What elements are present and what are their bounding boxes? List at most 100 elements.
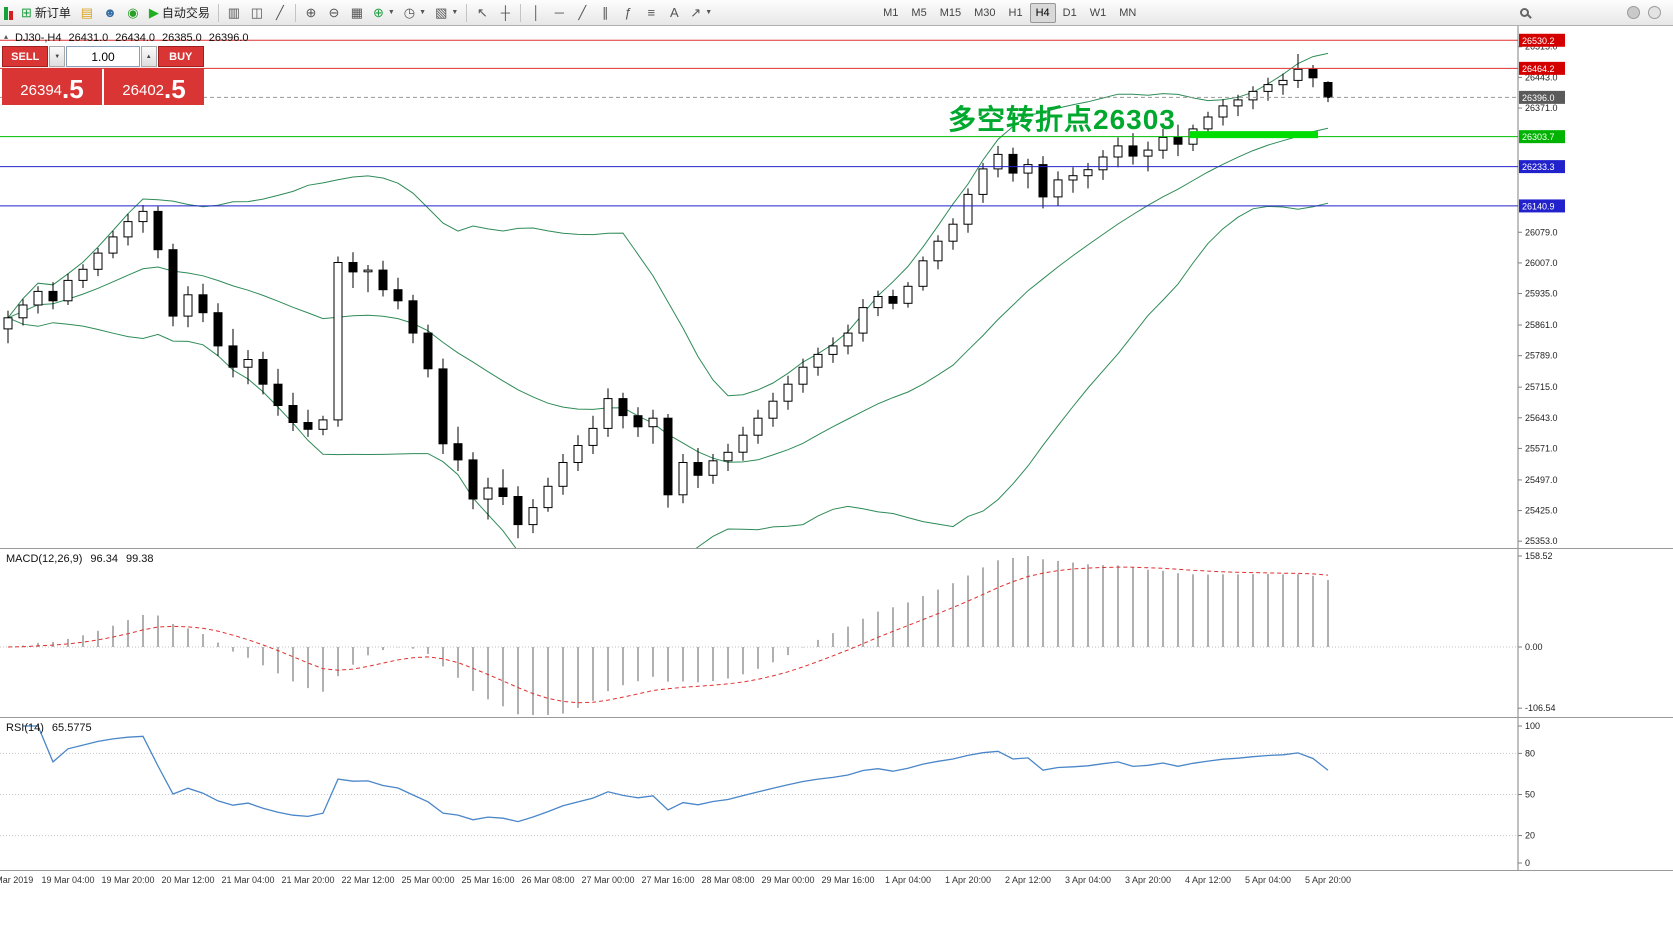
timeframe-m5-button[interactable]: M5 bbox=[905, 3, 932, 23]
svg-text:25497.0: 25497.0 bbox=[1525, 475, 1558, 485]
text-tool-icon: A bbox=[669, 5, 679, 20]
toolbar-separator bbox=[217, 3, 219, 22]
candlestick-chart-button[interactable]: ◫ bbox=[246, 2, 268, 24]
trendline-button[interactable]: ╱ bbox=[571, 2, 593, 24]
cursor-button[interactable]: ↖ bbox=[471, 2, 493, 24]
arrows-tool-button[interactable]: ↗ ▼ bbox=[686, 2, 716, 24]
svg-text:158.52: 158.52 bbox=[1525, 551, 1553, 561]
sell-price-button[interactable]: 26394 .5 bbox=[2, 68, 102, 105]
new-order-label: 新订单 bbox=[34, 6, 71, 20]
buy-price-fraction: .5 bbox=[164, 74, 186, 104]
new-order-icon: ⊞ bbox=[21, 5, 32, 20]
timeframe-h1-button[interactable]: H1 bbox=[1003, 3, 1029, 23]
timeframe-m15-button[interactable]: M15 bbox=[934, 3, 967, 23]
time-axis-label: 2 Apr 12:00 bbox=[1004, 875, 1052, 885]
svg-text:25425.0: 25425.0 bbox=[1525, 506, 1558, 516]
svg-text:26530.2: 26530.2 bbox=[1522, 36, 1555, 46]
profile-button[interactable]: ☻ bbox=[99, 2, 121, 24]
time-axis-label: 29 Mar 16:00 bbox=[821, 875, 875, 885]
timeframe-h4-button[interactable]: H4 bbox=[1029, 2, 1056, 23]
timeframe-w1-button[interactable]: W1 bbox=[1084, 3, 1113, 23]
buy-button[interactable]: BUY bbox=[157, 46, 204, 67]
one-click-trading-panel: SELL ▼ ▲ BUY 26394 .5 26402 .5 bbox=[2, 46, 204, 105]
svg-text:26007.0: 26007.0 bbox=[1525, 258, 1558, 268]
svg-text:26140.9: 26140.9 bbox=[1522, 201, 1555, 211]
horizontal-line-button[interactable]: ─ bbox=[548, 2, 570, 24]
time-axis-label: 3 Apr 04:00 bbox=[1064, 875, 1112, 885]
svg-text:26079.0: 26079.0 bbox=[1525, 227, 1558, 237]
bar-chart-button[interactable]: ▥ bbox=[223, 2, 245, 24]
periods-button[interactable]: ◷ ▼ bbox=[400, 2, 430, 24]
time-axis-label: 26 Mar 08:00 bbox=[521, 875, 575, 885]
community-icon[interactable] bbox=[1627, 6, 1640, 19]
fibonacci-button[interactable]: ƒ bbox=[617, 2, 639, 24]
svg-text:0.00: 0.00 bbox=[1525, 642, 1543, 652]
zoom-out-button[interactable]: ⊖ bbox=[323, 2, 345, 24]
lot-down-button[interactable]: ▼ bbox=[49, 46, 65, 67]
time-axis[interactable]: 18 Mar 2019 19 Mar 04:00 19 Mar 20:00 20 Ma… bbox=[0, 871, 1673, 890]
news-button[interactable]: ◉ bbox=[122, 2, 144, 24]
svg-text:80: 80 bbox=[1525, 748, 1535, 758]
chart-area: 26515.026443.026371.026079.026007.025935… bbox=[0, 26, 1673, 945]
sell-button[interactable]: SELL bbox=[2, 46, 49, 67]
sell-price-fraction: .5 bbox=[62, 74, 84, 104]
templates-button[interactable]: ▧ ▼ bbox=[431, 2, 462, 24]
macd-panel[interactable]: 158.52 0.00 -106.54 bbox=[0, 549, 1673, 718]
line-chart-button[interactable]: ╱ bbox=[269, 2, 291, 24]
svg-text:20: 20 bbox=[1525, 831, 1535, 841]
lot-up-button[interactable]: ▲ bbox=[141, 46, 157, 67]
tile-windows-icon: ▦ bbox=[350, 5, 364, 20]
help-icon[interactable] bbox=[1648, 6, 1661, 19]
zoom-in-button[interactable]: ⊕ bbox=[300, 2, 322, 24]
timeframe-d1-button[interactable]: D1 bbox=[1057, 3, 1083, 23]
svg-text:25571.0: 25571.0 bbox=[1525, 443, 1558, 453]
timeframe-m1-button[interactable]: M1 bbox=[877, 3, 904, 23]
grid-button[interactable]: ≡ bbox=[640, 2, 662, 24]
timeframe-mn-button[interactable]: MN bbox=[1113, 3, 1142, 23]
autotrading-button[interactable]: ▶ 自动交易 bbox=[145, 2, 214, 24]
channel-button[interactable]: ∥ bbox=[594, 2, 616, 24]
rsi-panel[interactable]: 100 80 50 20 0 bbox=[0, 718, 1673, 871]
cursor-icon: ↖ bbox=[476, 5, 488, 20]
svg-text:100: 100 bbox=[1525, 721, 1540, 731]
buy-price-button[interactable]: 26402 .5 bbox=[104, 68, 204, 105]
svg-text:25643.0: 25643.0 bbox=[1525, 413, 1558, 423]
time-axis-label: 27 Mar 00:00 bbox=[581, 875, 635, 885]
svg-text:-106.54: -106.54 bbox=[1525, 703, 1556, 713]
indicators-button[interactable]: ⊕ ▼ bbox=[369, 2, 399, 24]
text-tool-button[interactable]: A bbox=[663, 2, 685, 24]
search-button[interactable] bbox=[1513, 2, 1535, 24]
toolbar-separator bbox=[520, 3, 522, 22]
charts-button[interactable]: ▤ bbox=[76, 2, 98, 24]
time-axis-label: 28 Mar 08:00 bbox=[701, 875, 755, 885]
time-axis-label: 25 Mar 16:00 bbox=[461, 875, 515, 885]
tile-windows-button[interactable]: ▦ bbox=[346, 2, 368, 24]
chart-annotation[interactable]: 多空转折点26303 bbox=[948, 104, 1176, 135]
timeframe-toolbar: M1 M5 M15 M30 H1 H4 D1 W1 MN bbox=[877, 2, 1142, 23]
arrows-tool-icon: ↗ bbox=[690, 5, 702, 20]
svg-text:50: 50 bbox=[1525, 790, 1535, 800]
time-axis-label: 1 Apr 04:00 bbox=[884, 875, 932, 885]
time-axis-label: 21 Mar 04:00 bbox=[221, 875, 275, 885]
bar-chart-icon: ▥ bbox=[227, 5, 241, 20]
svg-text:25789.0: 25789.0 bbox=[1525, 351, 1558, 361]
top-toolbar: ⊞ 新订单 ▤ ☻ ◉ ▶ 自动交易 ▥ ◫ ╱ ⊕ ⊖ ▦ ⊕ ▼ ◷ ▼ ▧… bbox=[0, 0, 1673, 26]
timeframe-m30-button[interactable]: M30 bbox=[968, 3, 1001, 23]
grid-icon: ≡ bbox=[647, 5, 656, 20]
caret-down-icon: ▼ bbox=[54, 53, 61, 60]
search-icon bbox=[1519, 8, 1529, 17]
time-axis-label: 22 Mar 12:00 bbox=[341, 875, 395, 885]
time-axis-label: 25 Mar 00:00 bbox=[401, 875, 455, 885]
toolbar-right-group bbox=[1513, 2, 1661, 24]
svg-text:25935.0: 25935.0 bbox=[1525, 289, 1558, 299]
lot-size-input[interactable] bbox=[66, 46, 140, 67]
chevron-down-icon: ▼ bbox=[451, 9, 459, 16]
vertical-line-button[interactable]: │ bbox=[525, 2, 547, 24]
svg-text:25861.0: 25861.0 bbox=[1525, 320, 1558, 330]
time-axis-label: 5 Apr 04:00 bbox=[1244, 875, 1292, 885]
new-order-button[interactable]: ⊞ 新订单 bbox=[17, 2, 75, 24]
crosshair-button[interactable]: ┼ bbox=[494, 2, 516, 24]
main-chart[interactable]: 26515.026443.026371.026079.026007.025935… bbox=[0, 26, 1673, 549]
app-logo-icon bbox=[4, 6, 13, 20]
news-icon: ◉ bbox=[127, 5, 139, 20]
